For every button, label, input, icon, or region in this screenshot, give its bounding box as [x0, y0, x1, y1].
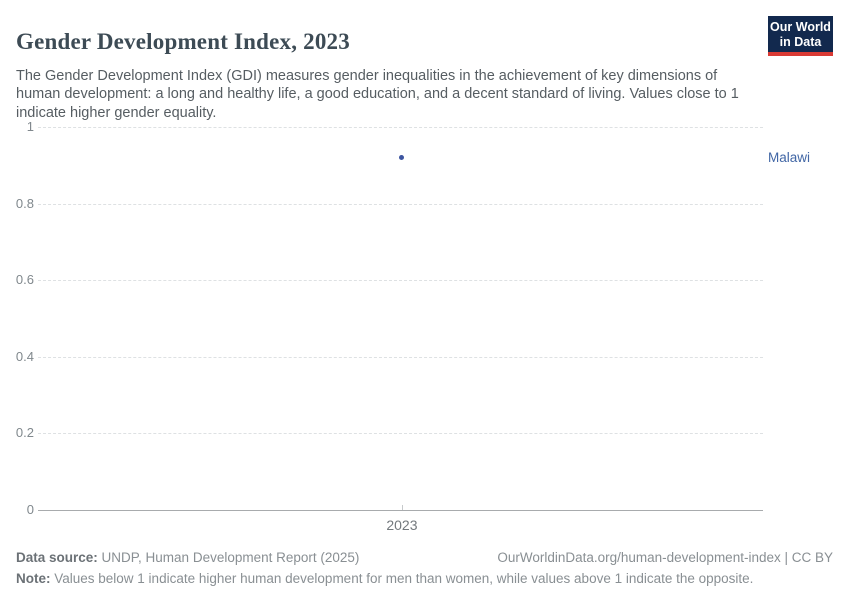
note-label: Note: [16, 571, 51, 586]
y-axis: 0 0.2 0.4 0.6 0.8 1 [0, 120, 34, 517]
chart-subtitle: The Gender Development Index (GDI) measu… [16, 67, 739, 121]
data-source-text: UNDP, Human Development Report (2025) [97, 550, 360, 565]
data-point-malawi[interactable] [399, 155, 405, 161]
y-axis-tick-label: 0.2 [15, 425, 34, 441]
y-axis-tick-label: 0.8 [15, 195, 34, 211]
note-text: Values below 1 indicate higher human dev… [50, 571, 754, 586]
y-axis-tick-label: 0 [26, 502, 34, 517]
owid-logo[interactable]: Our World in Data [768, 16, 833, 56]
data-source-label: Data source: [16, 550, 98, 565]
owid-logo-line-2: in Data [779, 34, 822, 49]
note-line: Note: Values below 1 indicate higher hum… [16, 568, 836, 589]
gridline-y-0.2 [38, 433, 763, 435]
y-axis-tick-label: 0.4 [15, 348, 34, 364]
gridline-y-1 [38, 127, 763, 128]
gridline-y-0.8 [38, 203, 763, 205]
data-source-line: Data source: UNDP, Human Development Rep… [16, 547, 836, 568]
chart-plot-area: 2023 [38, 127, 763, 533]
chart-footer: Data source: UNDP, Human Development Rep… [16, 547, 836, 589]
owid-logo-line-1: Our World [770, 20, 831, 34]
x-axis-tick-label: 2023 [386, 517, 418, 533]
page-title: Gender Development Index, 2023 [16, 29, 350, 55]
gridline-y-0.6 [38, 280, 763, 282]
x-axis-tick-mark [401, 505, 403, 510]
y-axis-tick-label: 0.6 [15, 272, 34, 288]
x-axis-baseline [38, 510, 763, 511]
y-axis-tick-label: 1 [26, 119, 34, 134]
entity-label-malawi[interactable]: Malawi [768, 149, 811, 165]
license-link[interactable]: OurWorldinData.org/human-development-ind… [497, 550, 833, 565]
gridline-y-0.4 [38, 356, 763, 358]
